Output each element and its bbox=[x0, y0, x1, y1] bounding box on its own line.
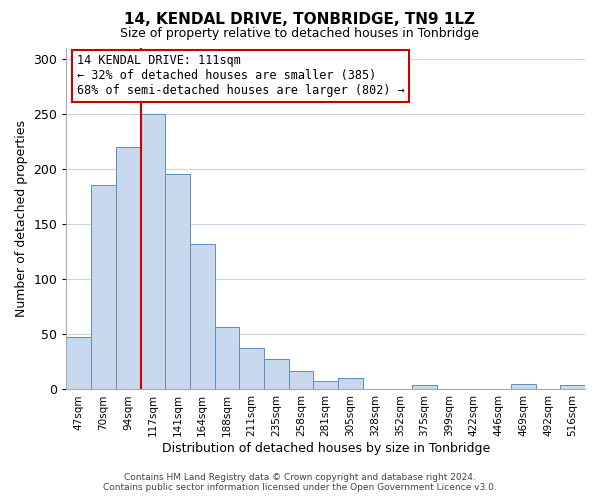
Bar bbox=[67, 336, 91, 390]
Text: 14, KENDAL DRIVE, TONBRIDGE, TN9 1LZ: 14, KENDAL DRIVE, TONBRIDGE, TN9 1LZ bbox=[125, 12, 476, 28]
Bar bbox=[190, 244, 215, 390]
Y-axis label: Number of detached properties: Number of detached properties bbox=[15, 120, 28, 317]
Text: 14 KENDAL DRIVE: 111sqm
← 32% of detached houses are smaller (385)
68% of semi-d: 14 KENDAL DRIVE: 111sqm ← 32% of detache… bbox=[77, 54, 404, 98]
X-axis label: Distribution of detached houses by size in Tonbridge: Distribution of detached houses by size … bbox=[161, 442, 490, 455]
Bar bbox=[140, 114, 165, 390]
Bar bbox=[91, 186, 116, 390]
Bar bbox=[560, 385, 585, 390]
Bar bbox=[289, 370, 313, 390]
Bar bbox=[511, 384, 536, 390]
Bar bbox=[165, 174, 190, 390]
Bar bbox=[215, 326, 239, 390]
Bar bbox=[412, 385, 437, 390]
Text: Size of property relative to detached houses in Tonbridge: Size of property relative to detached ho… bbox=[121, 28, 479, 40]
Text: Contains HM Land Registry data © Crown copyright and database right 2024.
Contai: Contains HM Land Registry data © Crown c… bbox=[103, 473, 497, 492]
Bar bbox=[116, 147, 140, 390]
Bar bbox=[264, 358, 289, 390]
Bar bbox=[313, 380, 338, 390]
Bar bbox=[338, 378, 363, 390]
Bar bbox=[239, 348, 264, 390]
